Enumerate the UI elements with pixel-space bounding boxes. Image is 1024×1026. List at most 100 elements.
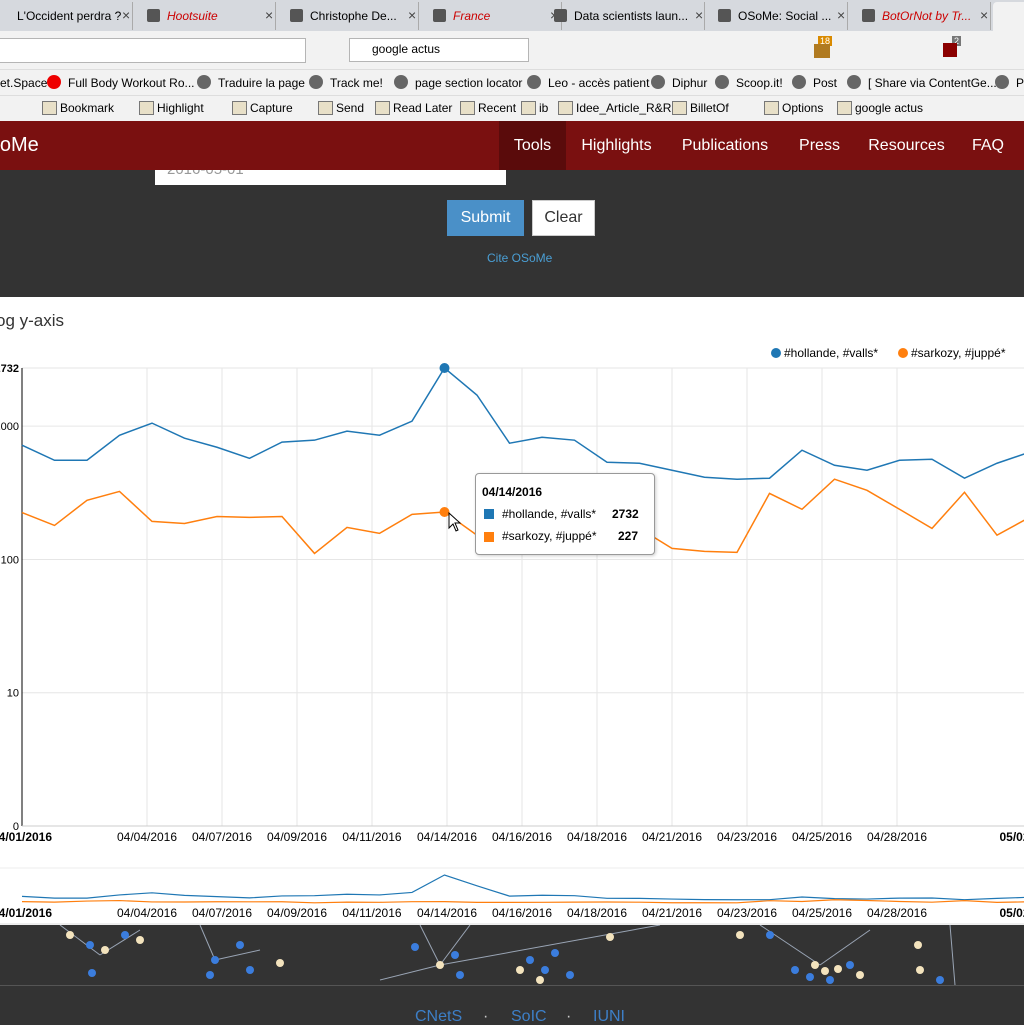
menu-item[interactable]: Press bbox=[799, 137, 840, 154]
tab-title[interactable]: Christophe De... bbox=[310, 9, 397, 23]
tab[interactable] bbox=[278, 2, 419, 30]
bookmark[interactable]: page section locator bbox=[415, 76, 523, 90]
navigator-line bbox=[21, 874, 1024, 901]
submit-button[interactable]: Submit bbox=[447, 200, 524, 236]
bookmark[interactable]: Scoop.it! bbox=[736, 76, 783, 90]
x-tick-label: 04/09/2016 bbox=[267, 906, 327, 920]
toolbar-icon bbox=[375, 101, 390, 115]
cite-link[interactable]: Cite OSoMe bbox=[487, 251, 553, 265]
tab-title[interactable]: Data scientists laun... bbox=[574, 9, 689, 23]
tab-close[interactable]: × bbox=[980, 7, 989, 23]
bookmark[interactable]: Diphur bbox=[672, 76, 708, 90]
tab[interactable] bbox=[707, 2, 848, 30]
menu-item[interactable]: Publications bbox=[681, 137, 769, 154]
legend-marker bbox=[771, 348, 781, 358]
x-tick-label: 04/01/2016 bbox=[0, 830, 52, 844]
active-tab[interactable] bbox=[993, 2, 1024, 31]
y-tick-label: 100 bbox=[1, 554, 19, 566]
x-tick-label: 04/18/2016 bbox=[567, 830, 627, 844]
tab-title[interactable]: France bbox=[453, 9, 491, 23]
tab-close[interactable]: × bbox=[122, 7, 131, 23]
toolbar-icon bbox=[232, 101, 247, 115]
bookmark[interactable]: [ Share via ContentGe... bbox=[868, 76, 997, 90]
bookmark[interactable]: Leo - accès patient bbox=[548, 76, 650, 90]
tab-close[interactable]: × bbox=[837, 7, 846, 23]
addon-icon[interactable] bbox=[814, 44, 830, 58]
footer-link[interactable]: CNetS bbox=[415, 1008, 463, 1025]
footer-separator: · bbox=[566, 1008, 572, 1025]
addon-icon[interactable] bbox=[943, 43, 957, 57]
chart-title: og y-axis bbox=[0, 311, 64, 330]
toolbar-item[interactable]: BilletOf bbox=[690, 101, 729, 115]
x-tick-label: 05/02/2016 bbox=[999, 830, 1024, 844]
toolbar-item[interactable]: Highlight bbox=[157, 101, 204, 115]
toolbar-icon bbox=[558, 101, 573, 115]
toolbar-item[interactable]: ib bbox=[539, 101, 549, 115]
toolbar-item[interactable]: Send bbox=[336, 101, 365, 115]
x-tick-label: 04/16/2016 bbox=[492, 830, 552, 844]
x-tick-label: 04/18/2016 bbox=[567, 906, 627, 920]
toolbar-icon bbox=[460, 101, 475, 115]
tooltip-swatch bbox=[484, 532, 494, 542]
bookmark[interactable]: P bbox=[1016, 76, 1024, 90]
date-input[interactable]: 2016-05-01 bbox=[155, 170, 506, 185]
toolbar-item[interactable]: Idee_Article_R&R bbox=[576, 101, 672, 115]
x-tick-label: 04/11/2016 bbox=[342, 906, 401, 920]
toolbar-item[interactable]: Bookmark bbox=[60, 101, 115, 115]
tab[interactable] bbox=[564, 2, 705, 30]
toolbar-icon bbox=[521, 101, 536, 115]
tab[interactable] bbox=[850, 2, 991, 30]
footer-link[interactable]: SoIC bbox=[511, 1008, 547, 1025]
bookmark[interactable]: Traduire la page bbox=[218, 76, 305, 90]
x-tick-label: 04/07/2016 bbox=[192, 906, 252, 920]
clear-button[interactable]: Clear bbox=[532, 200, 595, 236]
toolbar-item[interactable]: Recent bbox=[478, 101, 517, 115]
y-tick-label: 0 bbox=[13, 821, 19, 833]
tab-close[interactable]: × bbox=[408, 7, 417, 23]
tab-close[interactable]: × bbox=[695, 7, 704, 23]
bookmark[interactable]: Full Body Workout Ro... bbox=[68, 76, 195, 90]
tab-icon bbox=[290, 9, 303, 22]
menu-item[interactable]: Highlights bbox=[581, 137, 652, 154]
search-field[interactable] bbox=[349, 38, 529, 62]
tooltip-swatch bbox=[484, 509, 494, 519]
toolbar-item[interactable]: Read Later bbox=[393, 101, 453, 115]
bookmark-icon bbox=[394, 75, 408, 89]
x-tick-label: 04/28/2016 bbox=[867, 830, 927, 844]
line bbox=[21, 366, 1024, 480]
x-tick-label: 04/14/2016 bbox=[417, 906, 477, 920]
menu-item[interactable]: FAQ bbox=[971, 137, 1004, 154]
bookmark[interactable]: et.Space bbox=[0, 76, 48, 90]
tab-close[interactable]: × bbox=[265, 7, 274, 23]
tab[interactable] bbox=[0, 2, 133, 30]
x-tick-label: 04/25/2016 bbox=[792, 906, 852, 920]
x-tick-label: 04/25/2016 bbox=[792, 830, 852, 844]
footer-link[interactable]: IUNI bbox=[593, 1008, 625, 1025]
toolbar-item[interactable]: Capture bbox=[250, 101, 293, 115]
search-text: google actus bbox=[372, 42, 441, 56]
tab-title[interactable]: BotOrNot by Tr... bbox=[882, 9, 972, 23]
badge: 18 bbox=[818, 36, 833, 46]
toolbar-icon bbox=[672, 101, 687, 115]
tooltip-value: 2732 bbox=[612, 507, 639, 521]
brand[interactable]: OSoMe bbox=[0, 134, 39, 156]
url-field[interactable] bbox=[0, 38, 306, 63]
menu-item[interactable]: Tools bbox=[499, 121, 566, 170]
tab-title[interactable]: L'Occident perdra ? bbox=[17, 9, 122, 23]
bookmark-icon bbox=[651, 75, 665, 89]
toolbar-item[interactable]: google actus bbox=[855, 101, 924, 115]
bookmark[interactable]: Track me! bbox=[330, 76, 383, 90]
toolbar-item[interactable]: Options bbox=[782, 101, 824, 115]
tab-title[interactable]: OSoMe: Social ... bbox=[738, 9, 832, 23]
bookmark[interactable]: Post bbox=[813, 76, 838, 90]
tab-title[interactable]: Hootsuite bbox=[167, 9, 218, 23]
x-tick-label: 04/01/2016 bbox=[0, 906, 52, 920]
legend-label: #sarkozy, #juppé* bbox=[911, 346, 1006, 360]
toolbar-icon bbox=[764, 101, 779, 115]
y-tick-label: 2732 bbox=[0, 363, 19, 375]
x-tick-label: 04/07/2016 bbox=[192, 830, 252, 844]
tab[interactable] bbox=[135, 2, 276, 30]
menu-item[interactable]: Resources bbox=[868, 137, 945, 154]
